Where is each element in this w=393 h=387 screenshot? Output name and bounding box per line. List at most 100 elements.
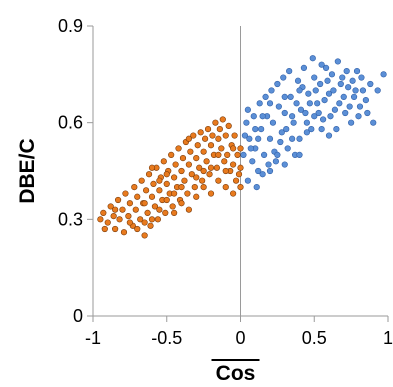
data-point	[156, 187, 163, 194]
data-point	[185, 206, 192, 213]
data-point	[249, 158, 256, 165]
data-point	[309, 55, 316, 62]
data-point	[241, 132, 249, 139]
data-point	[325, 132, 333, 139]
x-tick-label: -0.5	[151, 328, 182, 348]
data-point	[281, 93, 288, 100]
data-point	[370, 119, 377, 126]
data-point	[367, 80, 374, 88]
data-point	[107, 203, 114, 210]
data-point	[191, 184, 198, 191]
data-point	[318, 126, 325, 133]
data-point	[317, 80, 324, 88]
data-point	[250, 113, 257, 120]
data-point	[255, 135, 262, 142]
data-point	[331, 106, 339, 113]
data-point	[150, 180, 157, 187]
data-point	[169, 203, 176, 210]
data-point	[284, 145, 291, 152]
data-point	[268, 87, 275, 94]
data-point	[222, 167, 229, 175]
data-point	[206, 171, 213, 178]
data-point	[259, 113, 266, 120]
data-point	[202, 135, 209, 142]
data-point	[171, 209, 178, 216]
data-points	[97, 55, 387, 239]
data-point	[325, 90, 333, 97]
data-point	[252, 126, 259, 133]
data-point	[171, 190, 178, 197]
data-point	[219, 116, 226, 123]
data-point	[303, 119, 310, 126]
data-point	[141, 200, 148, 207]
data-point	[178, 184, 185, 191]
data-point	[311, 74, 318, 81]
y-tick-label: 0.3	[58, 209, 83, 229]
data-point	[340, 93, 347, 100]
data-point	[156, 177, 163, 184]
data-point	[259, 171, 266, 178]
x-axis-title: Cos	[216, 362, 256, 385]
data-point	[297, 106, 305, 113]
data-point	[281, 109, 288, 117]
data-point	[280, 74, 287, 81]
data-point	[266, 135, 274, 142]
data-point	[200, 148, 207, 155]
data-point	[289, 113, 296, 120]
data-point	[374, 87, 381, 94]
data-point	[322, 64, 330, 71]
data-point	[230, 161, 237, 168]
data-point	[110, 213, 117, 220]
data-point	[141, 219, 148, 226]
data-point	[362, 97, 369, 104]
data-point	[148, 193, 156, 200]
data-point	[353, 68, 361, 75]
data-point	[247, 145, 254, 152]
data-point	[215, 151, 222, 158]
data-point	[151, 203, 159, 210]
data-point	[346, 103, 353, 110]
x-tick-label: -1	[85, 328, 101, 348]
data-point	[345, 84, 352, 91]
data-point	[225, 122, 232, 129]
data-point	[138, 177, 145, 184]
data-point	[213, 164, 220, 171]
data-point	[141, 232, 148, 239]
data-point	[266, 100, 274, 107]
data-point	[197, 129, 204, 136]
data-point	[112, 206, 119, 213]
data-point	[334, 58, 341, 65]
data-point	[266, 167, 274, 175]
data-point	[324, 77, 331, 84]
data-point	[168, 151, 175, 158]
data-point	[237, 145, 244, 152]
data-point	[275, 103, 282, 110]
data-point	[207, 142, 215, 149]
data-point	[137, 216, 144, 223]
data-point	[352, 87, 359, 94]
data-point	[240, 151, 247, 158]
data-point	[175, 145, 182, 152]
data-point	[200, 184, 207, 191]
data-point	[300, 64, 308, 71]
data-point	[181, 177, 188, 184]
data-point	[342, 109, 349, 117]
data-point	[132, 206, 139, 213]
data-point	[262, 93, 269, 100]
data-point	[222, 132, 229, 139]
data-point	[286, 68, 293, 75]
data-point	[278, 129, 285, 136]
data-point	[244, 106, 251, 113]
data-point	[199, 177, 206, 184]
data-point	[126, 219, 133, 226]
data-point	[358, 74, 365, 81]
data-point	[311, 113, 318, 120]
data-point	[287, 93, 294, 100]
data-point	[171, 174, 178, 181]
data-point	[320, 116, 327, 123]
data-point	[148, 164, 156, 171]
x-tick-label: 1	[383, 328, 393, 348]
data-point	[221, 158, 228, 165]
data-point	[314, 100, 321, 107]
data-point	[196, 164, 203, 171]
